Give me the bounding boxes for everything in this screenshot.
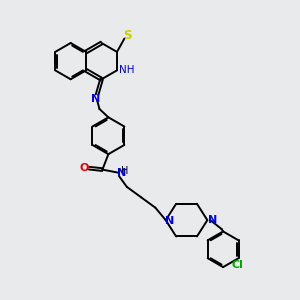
Text: O: O	[80, 163, 89, 173]
Text: N: N	[208, 214, 217, 225]
Text: N: N	[117, 168, 127, 178]
Text: H: H	[121, 166, 129, 176]
Text: N: N	[91, 94, 101, 104]
Text: NH: NH	[119, 65, 134, 75]
Text: N: N	[165, 216, 174, 226]
Text: S: S	[123, 29, 132, 42]
Text: Cl: Cl	[231, 260, 243, 270]
